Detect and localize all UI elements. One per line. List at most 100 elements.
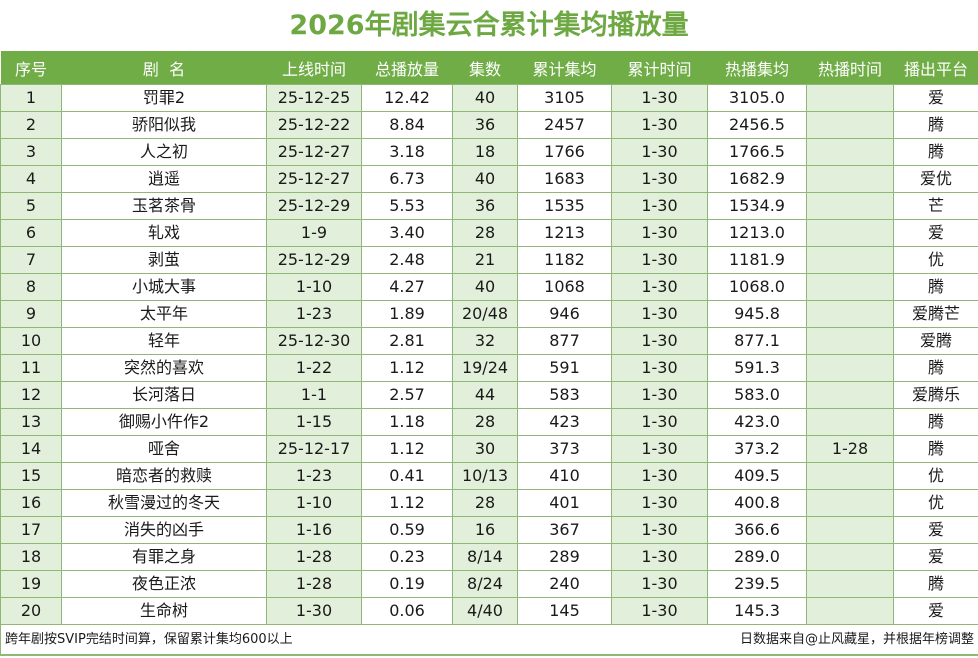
footer-left-note: 跨年剧按SVIP完结时间算，保留累计集均600以上	[5, 631, 293, 647]
cell-hot-avg: 366.6	[707, 516, 807, 544]
table-row: 14 哑舍 25-12-17 1.12 30 373 1-30 373.2 1-28 腾	[0, 435, 978, 463]
cell-name: 罚罪2	[61, 84, 267, 112]
cell-rank: 19	[0, 570, 62, 598]
cell-platform: 爱	[893, 516, 978, 544]
cell-hot-time	[806, 381, 894, 409]
cell-cumulative-time: 1-30	[611, 327, 708, 355]
cell-hot-avg: 1766.5	[707, 138, 807, 166]
column-header-total-views: 总播放量	[361, 51, 453, 85]
column-header-launch-date: 上线时间	[266, 51, 362, 85]
cell-name: 有罪之身	[61, 543, 267, 571]
cell-name: 御赐小仵作2	[61, 408, 267, 436]
cell-hot-avg: 239.5	[707, 570, 807, 598]
cell-name: 逍遥	[61, 165, 267, 193]
cell-hot-avg: 1534.9	[707, 192, 807, 220]
cell-rank: 8	[0, 273, 62, 301]
column-header-cumulative-avg: 累计集均	[517, 51, 612, 85]
cell-name: 哑舍	[61, 435, 267, 463]
cell-rank: 11	[0, 354, 62, 382]
cell-total-views: 1.12	[361, 489, 453, 517]
cell-cumulative-time: 1-30	[611, 84, 708, 112]
footer-right-note: 日数据来自@止风藏星，并根据年榜调整	[739, 631, 974, 647]
cell-platform: 优	[893, 246, 978, 274]
column-header-platform: 播出平台	[893, 51, 978, 85]
cell-hot-avg: 400.8	[707, 489, 807, 517]
cell-platform: 爱	[893, 543, 978, 571]
column-header-name: 剧 名	[61, 51, 267, 85]
table-row: 9 太平年 1-23 1.89 20/48 946 1-30 945.8 爱腾芒	[0, 300, 978, 328]
cell-episodes: 8/24	[452, 570, 518, 598]
table-row: 11 突然的喜欢 1-22 1.12 19/24 591 1-30 591.3 腾	[0, 354, 978, 382]
cell-platform: 腾	[893, 408, 978, 436]
cell-total-views: 1.89	[361, 300, 453, 328]
cell-rank: 16	[0, 489, 62, 517]
cell-hot-avg: 1068.0	[707, 273, 807, 301]
cell-rank: 7	[0, 246, 62, 274]
cell-cumulative-avg: 1213	[517, 219, 612, 247]
table-row: 20 生命树 1-30 0.06 4/40 145 1-30 145.3 爱	[0, 597, 978, 625]
cell-cumulative-avg: 240	[517, 570, 612, 598]
cell-rank: 14	[0, 435, 62, 463]
cell-hot-avg: 3105.0	[707, 84, 807, 112]
cell-name: 消失的凶手	[61, 516, 267, 544]
cell-episodes: 44	[452, 381, 518, 409]
column-header-cumulative-time: 累计时间	[611, 51, 708, 85]
cell-hot-avg: 1682.9	[707, 165, 807, 193]
cell-hot-time	[806, 408, 894, 436]
table-row: 10 轻年 25-12-30 2.81 32 877 1-30 877.1 爱腾	[0, 327, 978, 355]
cell-hot-avg: 591.3	[707, 354, 807, 382]
cell-hot-time	[806, 84, 894, 112]
table-row: 13 御赐小仵作2 1-15 1.18 28 423 1-30 423.0 腾	[0, 408, 978, 436]
header-row: 序号 剧 名 上线时间 总播放量 集数 累计集均 累计时间 热播集均 热播时间 …	[0, 51, 978, 85]
cell-episodes: 28	[452, 219, 518, 247]
cell-total-views: 1.12	[361, 435, 453, 463]
cell-episodes: 28	[452, 489, 518, 517]
cell-launch-date: 1-28	[266, 570, 362, 598]
cell-episodes: 36	[452, 192, 518, 220]
cell-cumulative-time: 1-30	[611, 165, 708, 193]
cell-cumulative-avg: 1068	[517, 273, 612, 301]
cell-launch-date: 25-12-27	[266, 165, 362, 193]
cell-episodes: 4/40	[452, 597, 518, 625]
cell-name: 太平年	[61, 300, 267, 328]
cell-platform: 爱	[893, 597, 978, 625]
cell-hot-time: 1-28	[806, 435, 894, 463]
cell-hot-avg: 877.1	[707, 327, 807, 355]
cell-episodes: 19/24	[452, 354, 518, 382]
cell-rank: 3	[0, 138, 62, 166]
cell-episodes: 30	[452, 435, 518, 463]
cell-name: 轧戏	[61, 219, 267, 247]
cell-cumulative-time: 1-30	[611, 597, 708, 625]
cell-cumulative-avg: 3105	[517, 84, 612, 112]
cell-hot-avg: 583.0	[707, 381, 807, 409]
cell-name: 突然的喜欢	[61, 354, 267, 382]
cell-cumulative-time: 1-30	[611, 111, 708, 139]
cell-episodes: 32	[452, 327, 518, 355]
table-row: 19 夜色正浓 1-28 0.19 8/24 240 1-30 239.5 腾	[0, 570, 978, 598]
cell-cumulative-avg: 1182	[517, 246, 612, 274]
table-row: 6 轧戏 1-9 3.40 28 1213 1-30 1213.0 爱	[0, 219, 978, 247]
cell-episodes: 16	[452, 516, 518, 544]
cell-hot-avg: 1181.9	[707, 246, 807, 274]
cell-total-views: 3.40	[361, 219, 453, 247]
table-row: 7 剥茧 25-12-29 2.48 21 1182 1-30 1181.9 优	[0, 246, 978, 274]
cell-episodes: 21	[452, 246, 518, 274]
cell-rank: 12	[0, 381, 62, 409]
cell-hot-time	[806, 246, 894, 274]
cell-cumulative-time: 1-30	[611, 462, 708, 490]
table-row: 15 暗恋者的救赎 1-23 0.41 10/13 410 1-30 409.5 优	[0, 462, 978, 490]
cell-cumulative-avg: 289	[517, 543, 612, 571]
column-header-hot-time: 热播时间	[806, 51, 894, 85]
cell-total-views: 12.42	[361, 84, 453, 112]
cell-platform: 腾	[893, 138, 978, 166]
cell-hot-avg: 423.0	[707, 408, 807, 436]
cell-launch-date: 25-12-22	[266, 111, 362, 139]
cell-hot-avg: 409.5	[707, 462, 807, 490]
cell-launch-date: 1-10	[266, 489, 362, 517]
cell-cumulative-time: 1-30	[611, 354, 708, 382]
table-row: 8 小城大事 1-10 4.27 40 1068 1-30 1068.0 腾	[0, 273, 978, 301]
cell-platform: 优	[893, 489, 978, 517]
cell-total-views: 1.12	[361, 354, 453, 382]
table-row: 3 人之初 25-12-27 3.18 18 1766 1-30 1766.5 腾	[0, 138, 978, 166]
cell-platform: 腾	[893, 111, 978, 139]
